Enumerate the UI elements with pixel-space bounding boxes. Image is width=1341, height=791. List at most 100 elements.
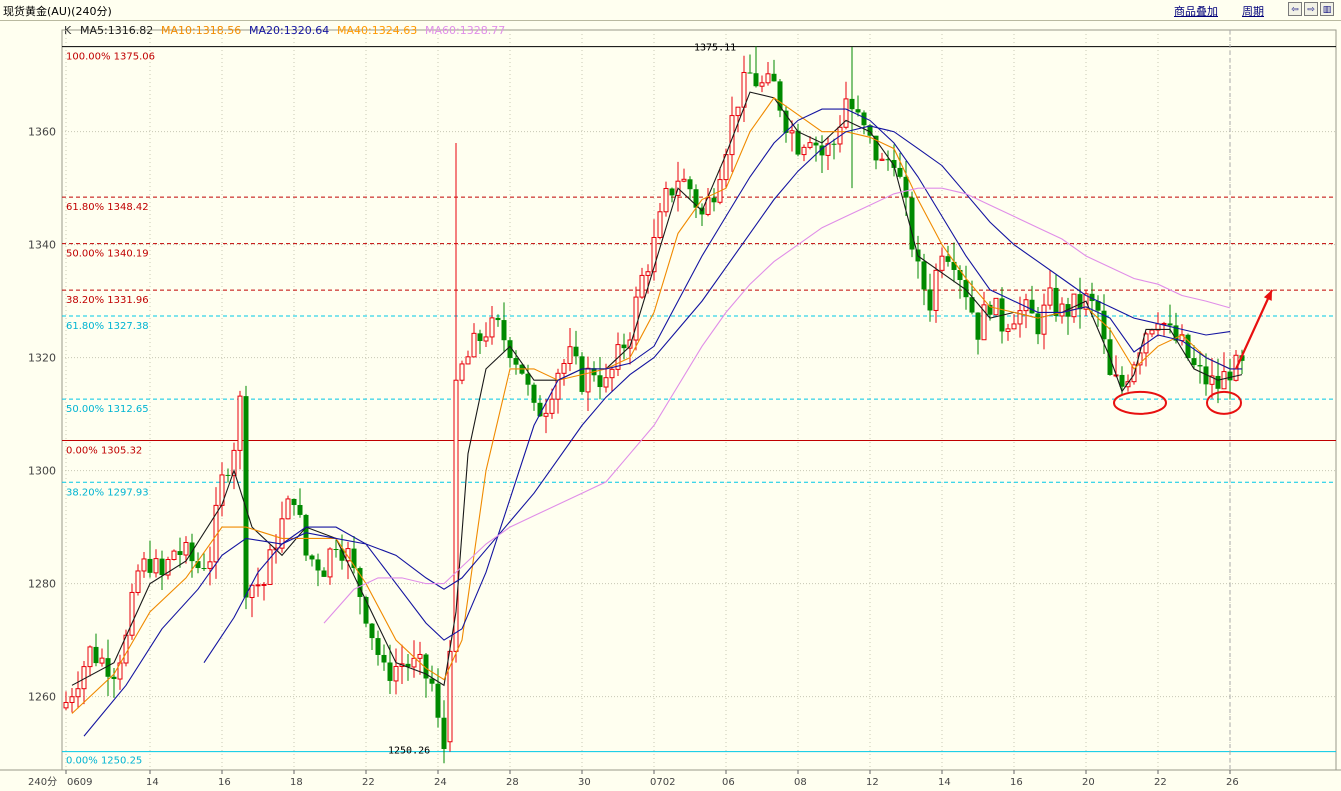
ma-line-ma20 <box>83 108 1242 737</box>
candle-body-down <box>813 142 819 146</box>
candle-body-up <box>417 653 423 659</box>
x-axis-label: 240分 <box>28 776 57 788</box>
candle-body-up <box>153 558 159 574</box>
candle-body-down <box>147 558 153 573</box>
annotation-circle <box>1113 390 1167 415</box>
candle-body-up <box>99 657 105 664</box>
candle-body-up <box>411 657 417 668</box>
candle-body-up <box>657 211 663 238</box>
candle-body-down <box>945 256 951 262</box>
arrow-right-icon[interactable]: ⇨ <box>1304 2 1318 16</box>
candle-body-up <box>87 646 93 668</box>
legend-prefix: K <box>64 24 72 37</box>
panel-toggle-icon[interactable]: ▥ <box>1320 2 1334 16</box>
candle-body-up <box>465 356 471 365</box>
candle-body-down <box>357 568 363 597</box>
candle-body-down <box>405 663 411 667</box>
candle-body-up <box>1005 328 1011 332</box>
candle-body-down <box>105 658 111 677</box>
y-tick-label: 1360 <box>28 126 56 139</box>
candle-body-down <box>1227 371 1233 381</box>
x-tick-label: 08 <box>794 777 807 788</box>
candle-body-down <box>1035 313 1041 335</box>
candle-body-up <box>489 317 495 338</box>
candle-body-up <box>633 296 639 341</box>
candle-body-down <box>435 683 441 718</box>
candle-body-down <box>861 112 867 126</box>
x-tick-label: 18 <box>290 777 303 788</box>
candle-body-down <box>201 568 207 570</box>
candle-body-up <box>183 541 189 556</box>
candle-body-down <box>747 72 753 74</box>
fib-label-cyan: 0.00% 1250.25 <box>66 756 142 767</box>
legend-item-ma-0: MA5:1316.82 <box>80 24 153 37</box>
title-bar: 现货黄金(AU)(240分) 商品叠加 周期 ⇦ ⇨ ▥ <box>0 0 1341 21</box>
candle-body-up <box>207 561 213 569</box>
candle-body-down <box>159 558 165 576</box>
y-tick-label: 1320 <box>28 352 56 365</box>
candle-body-down <box>429 678 435 684</box>
chart-title: 现货黄金(AU)(240分) <box>3 5 112 18</box>
candle-body-up <box>765 73 771 84</box>
candle-body-down <box>369 623 375 639</box>
candle-body-down <box>495 317 501 321</box>
candle-body-down <box>1173 325 1179 341</box>
x-tick-label: 06 <box>722 777 735 788</box>
candle-body-down <box>423 654 429 679</box>
low-marker-label: 1250.26 <box>388 746 430 757</box>
candle-body-down <box>177 551 183 555</box>
candle-body-up <box>603 377 609 388</box>
arrow-left-icon[interactable]: ⇦ <box>1288 2 1302 16</box>
candle-body-up <box>483 336 489 342</box>
x-tick-label: 22 <box>1154 777 1167 788</box>
candle-body-down <box>867 125 873 136</box>
candlestick-chart[interactable]: K MA5:1316.82 MA10:1318.56 MA20:1320.64 MA40… <box>0 20 1341 791</box>
y-tick-label: 1280 <box>28 578 56 591</box>
legend-item-ma-1: MA10:1318.56 <box>161 24 241 37</box>
candle-body-up <box>237 395 243 451</box>
candle-body-down <box>1191 358 1197 366</box>
candle-body-up <box>1011 323 1017 330</box>
fib-label-cyan: 61.80% 1327.38 <box>66 321 149 332</box>
y-tick-label: 1300 <box>28 465 56 478</box>
candle-body-up <box>879 158 885 161</box>
candle-body-down <box>507 340 513 359</box>
candle-body-up <box>759 82 765 87</box>
candle-body-up <box>261 583 267 586</box>
candle-body-down <box>303 514 309 556</box>
candle-body-up <box>129 591 135 636</box>
candle-body-up <box>789 130 795 134</box>
candle-body-down <box>711 197 717 203</box>
candle-body-down <box>1089 293 1095 302</box>
candle-body-up <box>63 701 69 709</box>
x-tick-label: 22 <box>362 777 375 788</box>
overlay-link[interactable]: 商品叠加 <box>1174 5 1218 18</box>
candle-body-down <box>951 261 957 270</box>
candle-body-down <box>753 73 759 87</box>
candle-body-up <box>1149 329 1155 335</box>
x-tick-label: 0609 <box>67 777 92 788</box>
candle-body-up <box>993 297 999 316</box>
candle-body-up <box>255 584 261 587</box>
candle-body-down <box>849 98 855 110</box>
candle-body-down <box>969 297 975 313</box>
period-link[interactable]: 周期 <box>1242 5 1264 18</box>
candle-body-up <box>843 98 849 128</box>
candle-body-up <box>639 274 645 298</box>
candle-body-down <box>903 176 909 198</box>
candle-body-up <box>981 304 987 341</box>
candle-body-down <box>93 646 99 664</box>
candle-body-up <box>69 696 75 703</box>
candle-body-down <box>387 662 393 681</box>
candle-body-up <box>267 549 273 585</box>
candle-body-up <box>561 363 567 374</box>
x-tick-label: 16 <box>1010 777 1023 788</box>
candle-body-down <box>1215 375 1221 389</box>
candle-body-down <box>339 549 345 561</box>
fib-label-red: 38.20% 1331.96 <box>66 295 149 306</box>
x-tick-label: 12 <box>866 777 879 788</box>
candle-body-up <box>663 187 669 213</box>
candle-body-down <box>381 654 387 663</box>
candle-body-down <box>525 373 531 385</box>
candle-body-down <box>1119 374 1125 387</box>
